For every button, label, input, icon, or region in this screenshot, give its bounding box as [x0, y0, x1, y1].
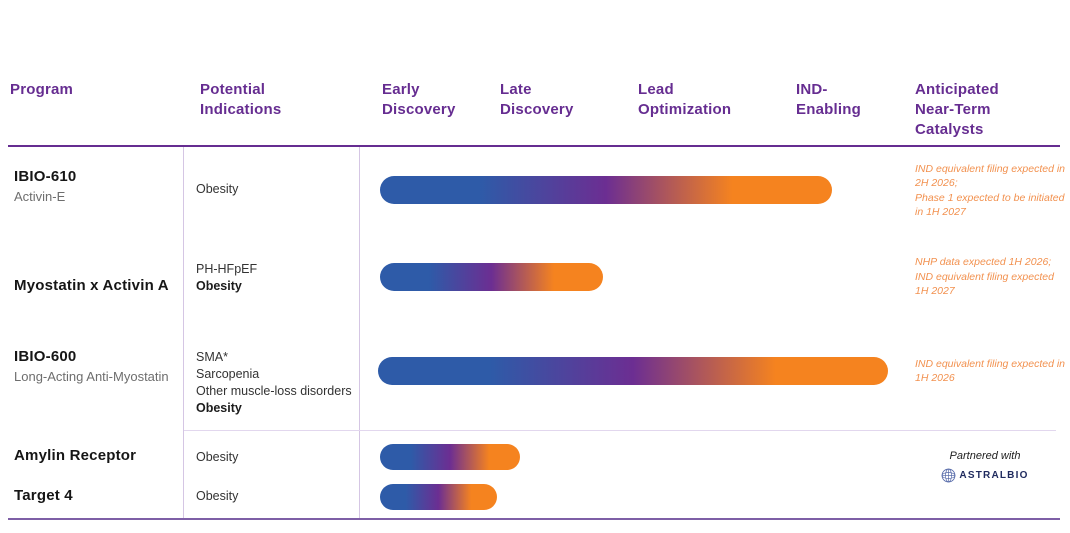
stage-progress-bar [378, 357, 888, 385]
column-divider-2 [359, 147, 360, 518]
stage-progress-bar [380, 263, 603, 291]
row-group-divider [184, 430, 1056, 431]
program-subtitle: Long-Acting Anti-Myostatin [14, 368, 169, 384]
catalyst-line: IND equivalent filing expected 1H 2027 [915, 270, 1054, 297]
indication: SMA* [196, 350, 228, 364]
column-header-ind-enabling: IND- Enabling [796, 81, 861, 118]
indications-amylin-receptor: Obesity [196, 449, 354, 466]
globe-sphere-icon [941, 468, 956, 483]
indications-ibio-610: Obesity [196, 181, 354, 198]
program-amylin-receptor: Amylin Receptor [14, 447, 176, 466]
program-name: Target 4 [14, 487, 73, 504]
catalyst-line: IND equivalent filing expected in 1H 202… [915, 358, 1066, 384]
column-header-late-discovery: Late Discovery [500, 81, 574, 118]
partner-block: Partnered with ASTRALBIO [900, 450, 1070, 483]
program-name: IBIO-610 [14, 168, 77, 185]
catalyst-line: Phase 1 expected to be initiated in 1H 2… [915, 191, 1065, 218]
catalyst-line: IND equivalent filing expected in 2H 202… [915, 163, 1066, 189]
stage-progress-bar [380, 444, 520, 470]
program-name: IBIO-600 [14, 348, 77, 365]
indication: Obesity [196, 450, 239, 464]
indication: Obesity [196, 279, 242, 293]
header-underline [8, 145, 1060, 147]
indications-myostatin-activin-a: PH-HFpEF Obesity [196, 261, 354, 295]
catalyst-ibio-610: IND equivalent filing expected in 2H 202… [915, 163, 1065, 220]
catalyst-myostatin-activin-a: NHP data expected 1H 2026; IND equivalen… [915, 256, 1065, 300]
column-header-catalysts: Anticipated Near-Term Catalysts [915, 81, 999, 138]
column-header-indications: Potential Indications [200, 81, 282, 118]
table-bottom-border [8, 518, 1060, 520]
program-myostatin-activin-a: Myostatin x Activin A [14, 277, 176, 296]
partnered-with-label: Partnered with [949, 450, 1021, 462]
program-ibio-600: IBIO-600 Long-Acting Anti-Myostatin [14, 348, 176, 386]
indication: Other muscle-loss disorders [196, 384, 352, 398]
column-header-early-discovery: Early Discovery [382, 81, 456, 118]
column-header-program: Program [10, 81, 74, 98]
program-name: Myostatin x Activin A [14, 277, 169, 294]
catalyst-ibio-600: IND equivalent filing expected in 1H 202… [915, 358, 1065, 387]
indication: Obesity [196, 401, 242, 415]
program-name: Amylin Receptor [14, 447, 137, 464]
program-target-4: Target 4 [14, 487, 176, 506]
indication: Obesity [196, 489, 239, 503]
program-ibio-610: IBIO-610 Activin-E [14, 168, 176, 206]
catalyst-line: NHP data expected 1H 2026; [915, 256, 1052, 268]
column-header-lead-optimization: Lead Optimization [638, 81, 732, 118]
indication: Obesity [196, 182, 239, 196]
astralbio-logo: ASTRALBIO [900, 468, 1070, 483]
indication: PH-HFpEF [196, 262, 258, 276]
stage-progress-bar [380, 176, 832, 204]
indications-ibio-600: SMA* Sarcopenia Other muscle-loss disord… [196, 349, 354, 417]
indications-target-4: Obesity [196, 488, 354, 505]
column-divider-1 [183, 147, 184, 518]
indication: Sarcopenia [196, 367, 260, 381]
astralbio-logo-text: ASTRALBIO [959, 470, 1029, 481]
program-subtitle: Activin-E [14, 188, 66, 204]
stage-progress-bar [380, 484, 497, 510]
